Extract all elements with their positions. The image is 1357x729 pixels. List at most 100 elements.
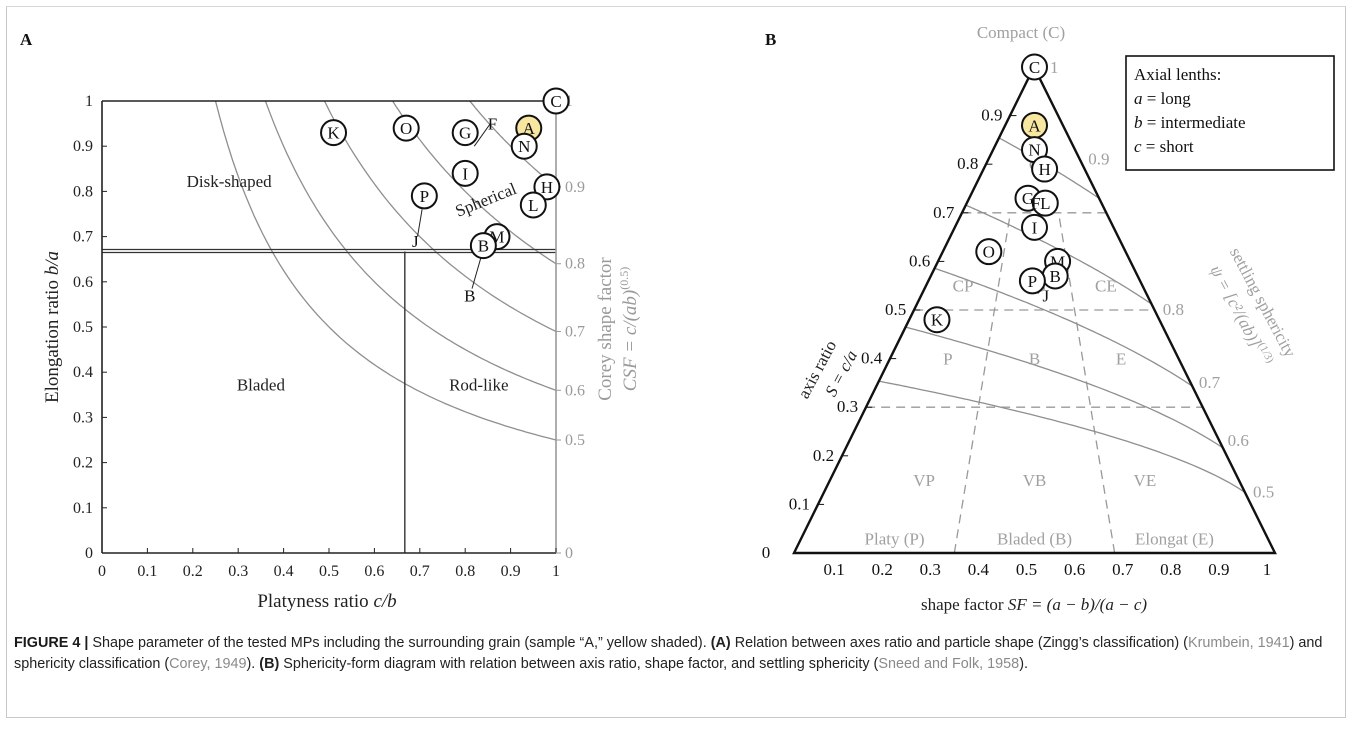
right-tick-label: 0.7 [565,324,585,341]
panel-a-right-axis-formula: CSF = c/(ab)(0.5) [617,267,641,391]
legend-row-short: c = short [1134,137,1194,156]
x-tick-label: 0.8 [455,563,475,580]
panel-a-ticks: 0 0.1 0.2 0.3 0.4 0.5 0.6 0.7 0.8 0.9 100.10.20.30… [73,93,585,580]
callout-label: B [464,286,475,305]
axis-ratio-tick-label: 0.9 [981,106,1002,125]
x-tick-label: 0.3 [228,563,248,580]
sample-label: N [518,137,530,156]
sample-label: P [420,187,429,206]
region-label: Bladed [237,375,286,394]
caption-text: ) and sphericity classification ( [14,635,1323,672]
sample-label: C [550,92,561,111]
caption-text: Sphericity-form diagram with relation be… [279,656,879,672]
sample-marker [1031,155,1059,183]
sample-marker [451,119,479,147]
caption-reference[interactable]: Sneed and Folk, 1958 [878,656,1020,672]
class-label: Bladed (B) [997,529,1072,548]
sample-marker [320,119,348,147]
sample-label: H [541,178,553,197]
shape-factor-tick-label: 0.2 [872,560,893,579]
sample-label: G [1022,189,1034,208]
x-tick-label: 0.4 [274,563,294,580]
axis-ratio-tick-label: 0.6 [909,251,930,270]
region-label: Rod-like [449,375,509,394]
caption-reference[interactable]: Krumbein, 1941 [1187,635,1290,651]
axis-ratio-tick-label: 0.5 [885,300,906,319]
sample-marker [469,232,497,260]
sample-marker [1018,267,1046,295]
csf-curve [392,100,557,265]
callout-leader [473,123,491,147]
sample-marker [542,87,570,115]
y-tick-label: 0.4 [73,364,93,381]
callout-leader [471,256,482,289]
sphericity-tick-label: 0.7 [1199,373,1221,392]
sphericity-tick-label: 0.8 [1163,300,1184,319]
sample-marker [533,173,561,201]
panel-b-x-axis-label: shape factor SF = (a − b)/(a − c) [921,595,1147,614]
callout-leader [417,209,423,237]
shape-factor-tick-label: 0.3 [920,560,941,579]
y-tick-label: 0.8 [73,183,93,200]
class-label: VP [913,471,935,490]
legend-title: Axial lenths: [1134,65,1221,84]
right-tick-label: 0.9 [565,179,585,196]
caption-text: Shape parameter of the tested MPs includ… [92,635,711,651]
sample-label: L [528,196,538,215]
y-tick-label: 0.1 [73,500,93,517]
legend-row-intermediate: b = intermediate [1134,113,1246,132]
shape-factor-tick-label: 0.5 [1016,560,1037,579]
caption-figure-number: FIGURE 4 | [14,635,93,651]
panel-b-compact-title: Compact (C) [977,23,1065,42]
right-tick-label: 0.6 [565,382,585,399]
region-label: Disk-shaped [187,172,272,191]
class-label: Platy (P) [865,529,925,548]
callout-label: F [488,115,497,134]
sample-marker [392,114,420,142]
panel-a-label: A [20,30,33,49]
panel-b-ticks: 0.1 0.2 0.3 0.4 0.5 0.6 0.7 0.8 0.9 1 0 0.1 0.2 0.3 0.… [762,58,1274,579]
sample-marker [975,238,1003,266]
class-label: VB [1023,471,1047,490]
sample-label: N [1028,141,1040,160]
sample-label: C [1029,58,1040,77]
sample-label: K [327,124,340,143]
sample-label: O [400,119,412,138]
class-label: VE [1134,471,1157,490]
sample-marker [1021,53,1048,81]
y-tick-label: 0.6 [73,274,93,291]
sample-marker [1021,213,1048,241]
sphericity-curve [905,326,1224,449]
sample-marker [1031,189,1059,217]
shape-factor-tick-label: 0.6 [1064,560,1085,579]
csf-curve [323,100,557,333]
callout-label: J [1042,286,1049,305]
caption-label-a: (A) [710,635,731,651]
axis-ratio-tick-label: 0.8 [957,154,978,173]
axis-ratio-tick-label: 0.4 [861,349,883,368]
panel-a-lines [101,100,557,554]
x-tick-label: 0.7 [410,563,430,580]
axis-ratio-tick-label: 0.1 [789,494,810,513]
panel-a-y-axis-label: Elongation ratio b/a [42,251,63,403]
panel-b-label: B [765,30,776,49]
caption-reference[interactable]: Corey, 1949 [169,656,247,672]
right-tick-label: 0.8 [565,256,585,273]
sample-label: I [462,164,468,183]
sample-marker [410,182,438,210]
x-tick-label: 0.1 [137,563,157,580]
panel-b: B Compact (C) 0.1 0.2 0.3 0.4 0.5 0.6 0.7 0.8 0.… [762,23,1335,614]
y-tick-label: 0.3 [73,409,93,426]
caption-label-b: (B) [259,656,280,672]
x-tick-label: 0 [98,563,106,580]
sphericity-curve [878,380,1246,493]
legend-row-long: a = long [1134,89,1191,108]
shape-factor-tick-label: 0.4 [968,560,990,579]
class-label: CE [1095,277,1117,296]
class-label: B [1029,350,1040,369]
sample-marker [519,191,547,219]
y-tick-label: 0.2 [73,455,93,472]
caption-text: ). [246,656,260,672]
